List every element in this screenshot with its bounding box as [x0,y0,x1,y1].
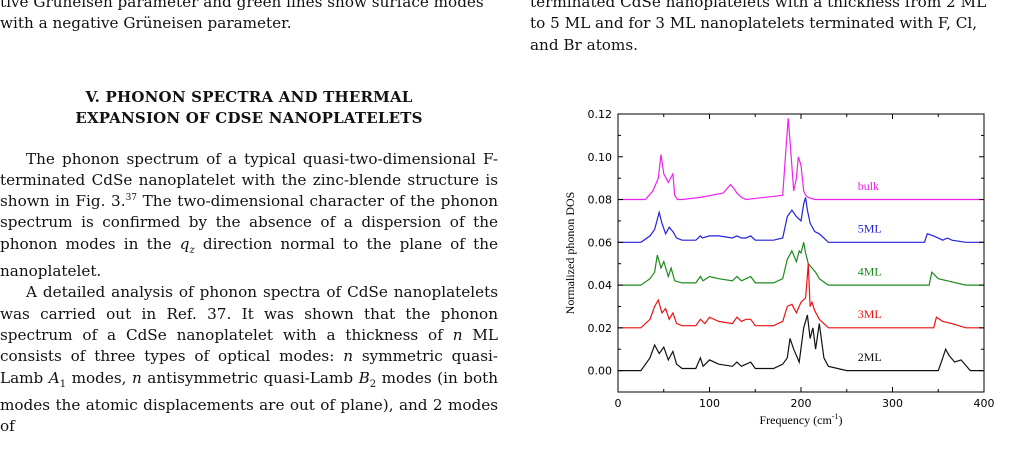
math-A-sub: 1 [59,378,67,390]
right-column: terminated CdSe nanoplatelets with a thi… [530,0,1029,56]
series-label-4ML: 4ML [858,264,882,278]
y-tick-label-0.10: 0.10 [588,151,613,164]
p2-text-d: modes, [66,368,132,387]
p1-text-b: The two-dimensional character of the pho… [0,192,498,253]
x-tick-label-300: 300 [882,397,903,410]
y-axis-label: Normalized phonon DOS [563,192,577,315]
series-line-5ML [618,197,984,243]
math-n: n [452,326,463,344]
y-tick-label-0.06: 0.06 [588,236,613,249]
paragraph-1: The phonon spectrum of a typical quasi-t… [0,149,498,283]
p2-text-e: antisymmetric quasi-Lamb [141,368,359,387]
math-B: B [358,368,370,387]
section-heading-line-2: EXPANSION OF CDSE NANOPLATELETS [75,108,423,127]
series-line-bulk [618,118,984,201]
left-top-line-2: with a negative Grüneisen parameter. [0,14,292,33]
math-n: n [131,368,142,387]
right-top-line-3: and Br atoms. [530,35,638,54]
series-line-2ML [618,314,984,372]
right-top-line-1: terminated CdSe nanoplatelets with a thi… [530,0,987,11]
p1-text-a: The phonon spectrum of a typical quasi-t… [0,149,498,211]
series-line-4ML [618,242,984,286]
p2-text-f: modes (in both modes the atomic displace… [0,368,498,436]
left-column: tive Grüneisen parameter and green lines… [0,0,498,438]
p1-text-c: direction normal to the plane of the nan… [0,234,499,281]
x-tick-label-0: 0 [615,397,622,410]
phonon-dos-chart: bulk 5ML 4ML 3ML 2ML 0 100 200 300 400 0.00 0.02 0… [563,108,995,427]
math-A: A [48,368,60,387]
x-tick-label-100: 100 [699,397,720,410]
math-q: q [179,234,190,253]
series-label-5ML: 5ML [858,222,882,236]
math-n: n [343,347,353,366]
p2-text-a: A detailed analysis of phonon spectra of… [0,283,498,344]
paragraph-2: A detailed analysis of phonon spectra of… [0,282,498,437]
section-heading-line-1: V. PHONON SPECTRA AND THERMAL [85,87,413,106]
series-line-3ML [618,263,984,329]
left-top-line-1: tive Grüneisen parameter and green lines… [0,0,484,11]
section-heading: V. PHONON SPECTRA AND THERMAL EXPANSION … [0,87,498,129]
series-label-bulk: bulk [858,179,879,193]
x-tick-label-400: 400 [974,397,995,410]
x-tick-label-200: 200 [791,397,812,410]
p2-text-c: symmetric quasi-Lamb [0,347,498,387]
y-tick-label-0.08: 0.08 [588,194,613,207]
y-tick-label-0.12: 0.12 [588,108,613,121]
right-top-line-2: to 5 ML and for 3 ML nanoplatelets termi… [530,14,978,33]
x-axis-label: Frequency (cm-1) [760,412,843,427]
y-tick-label-0.04: 0.04 [588,279,613,292]
series-label-3ML: 3ML [858,307,882,321]
math-B-sub: 2 [369,378,377,390]
y-tick-label-0.00: 0.00 [588,365,613,378]
y-tick-label-0.02: 0.02 [588,322,613,335]
math-q-sub: z [189,244,195,256]
series-label-2ML: 2ML [858,350,882,364]
p2-text-b: ML consists of three types of optical mo… [0,326,498,366]
reference-37: 37 [125,193,138,204]
